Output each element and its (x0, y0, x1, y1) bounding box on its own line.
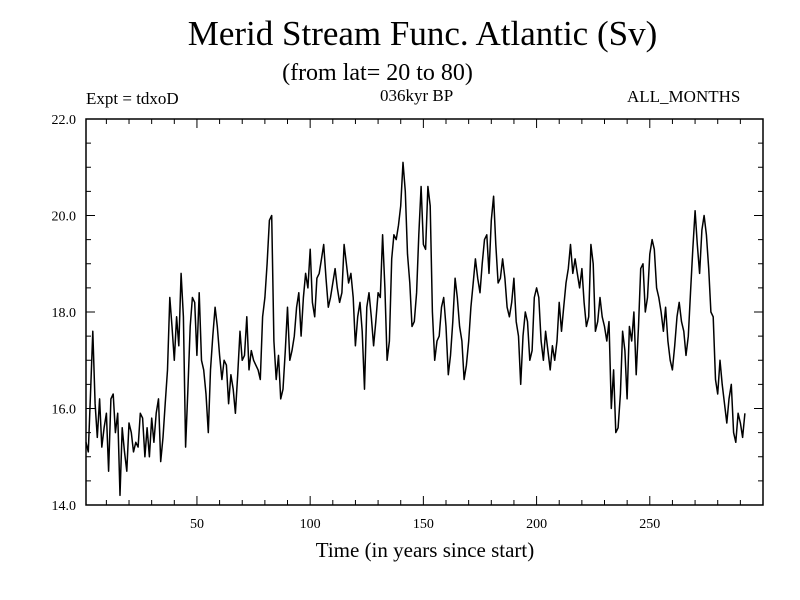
months-label: ALL_MONTHS (627, 87, 741, 106)
y-tick-label: 14.0 (52, 499, 77, 514)
series-line (85, 161, 746, 497)
experiment-label: Expt = tdxoD (86, 89, 179, 108)
period-label: 036kyr BP (380, 86, 454, 105)
chart-title: Merid Stream Func. Atlantic (Sv) (187, 14, 658, 53)
tick-labels: 50 100 150 200 250 14.0 16.0 18.0 20.0 22.0 (52, 113, 661, 532)
x-axis-label: Time (in years since start) (315, 538, 535, 562)
y-tick-label: 22.0 (52, 113, 77, 128)
plot-frame (85, 118, 764, 506)
x-tick-label: 150 (413, 517, 434, 532)
x-tick-label: 250 (639, 517, 660, 532)
y-tick-label: 20.0 (52, 210, 77, 225)
chart-subtitle: (from lat= 20 to 80) (282, 60, 473, 86)
y-tick-label: 18.0 (52, 306, 77, 321)
x-tick-label: 100 (300, 517, 321, 532)
x-tick-label: 50 (190, 517, 204, 532)
y-tick-label: 16.0 (52, 403, 77, 418)
x-tick-label: 200 (526, 517, 547, 532)
